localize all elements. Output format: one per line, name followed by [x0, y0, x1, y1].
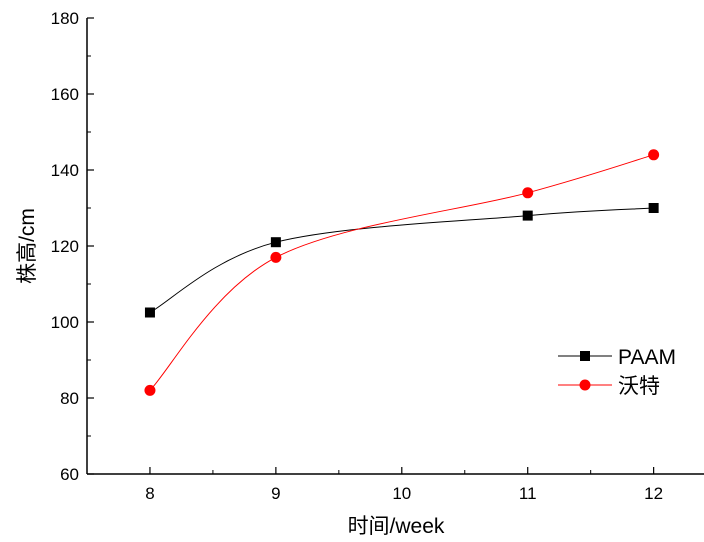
y-tick-label: 60 [60, 465, 79, 484]
series-line-paam [149, 207, 654, 313]
y-tick-label: 180 [51, 9, 79, 28]
legend-marker-circle [579, 379, 591, 391]
data-point-square [648, 203, 659, 213]
axis-ticks: 8 9 10 11 12 60 80 100 120 140 160 180 [51, 9, 663, 503]
x-tick-label: 12 [644, 484, 663, 503]
legend-item-paam: PAAM [558, 346, 676, 369]
y-tick-label: 80 [60, 389, 79, 408]
series-group [144, 149, 660, 396]
data-point-circle [270, 251, 282, 263]
data-point-circle [522, 187, 534, 199]
series-line-wote [149, 154, 654, 391]
y-axis-title: 株高/cm [16, 208, 39, 284]
legend: PAAM 沃特 [558, 346, 676, 398]
series-paam [144, 203, 659, 318]
y-tick-label: 120 [51, 237, 79, 256]
legend-label-paam: PAAM [618, 346, 676, 369]
data-point-circle [648, 149, 660, 161]
x-tick-label: 11 [519, 484, 537, 503]
y-tick-label: 140 [51, 161, 79, 180]
axes [86, 18, 704, 475]
legend-label-wote: 沃特 [618, 375, 660, 398]
data-point-square [144, 307, 155, 318]
legend-marker-square [580, 351, 590, 361]
series-wote [144, 149, 660, 396]
y-tick-label: 160 [51, 85, 79, 104]
y-tick-label: 100 [51, 313, 79, 332]
x-tick-label: 9 [271, 484, 280, 503]
legend-item-wote: 沃特 [558, 375, 660, 398]
x-tick-label: 10 [392, 484, 411, 503]
data-point-circle [144, 384, 156, 396]
data-point-square [270, 237, 281, 248]
x-tick-label: 8 [145, 484, 154, 503]
x-axis-title: 时间/week [348, 515, 445, 538]
data-point-square [522, 210, 533, 221]
